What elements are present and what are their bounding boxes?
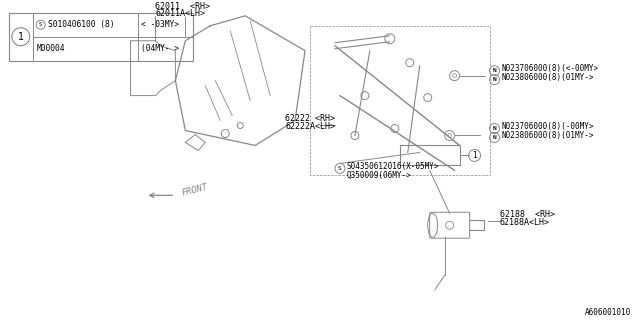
Bar (9, 13, 193, 61)
Text: Q350009(06MY->: Q350009(06MY-> (347, 171, 412, 180)
Text: (04MY- >: (04MY- > (141, 44, 179, 53)
Text: 1: 1 (472, 151, 477, 160)
Text: S010406100 (8): S010406100 (8) (48, 20, 114, 29)
Text: < -03MY>: < -03MY> (141, 20, 179, 29)
Text: N023806000(8)(01MY->: N023806000(8)(01MY-> (502, 73, 594, 82)
Text: 62011A<LH>: 62011A<LH> (156, 9, 205, 18)
Text: S: S (39, 22, 42, 27)
Text: S: S (338, 166, 342, 171)
Text: M00004: M00004 (36, 44, 65, 53)
Text: 1: 1 (18, 32, 24, 42)
Text: N: N (493, 126, 497, 131)
Text: N: N (493, 68, 497, 73)
Text: N023706000(8)(<-00MY>: N023706000(8)(<-00MY> (502, 64, 598, 73)
Text: 62222A<LH>: 62222A<LH> (285, 122, 335, 131)
Text: A606001010: A606001010 (585, 308, 631, 317)
Text: N023706000(8)(-00MY>: N023706000(8)(-00MY> (502, 122, 594, 131)
Text: N: N (493, 135, 497, 140)
Text: N023806000(8)(01MY->: N023806000(8)(01MY-> (502, 131, 594, 140)
Text: S04350612016(X-05MY>: S04350612016(X-05MY> (347, 162, 440, 171)
Text: 62188A<LH>: 62188A<LH> (500, 218, 550, 227)
Text: FRONT: FRONT (180, 183, 209, 198)
Text: 62188  <RH>: 62188 <RH> (500, 210, 554, 219)
Text: 62222 <RH>: 62222 <RH> (285, 114, 335, 123)
Text: N: N (493, 77, 497, 82)
Text: 62011  <RH>: 62011 <RH> (156, 2, 211, 11)
